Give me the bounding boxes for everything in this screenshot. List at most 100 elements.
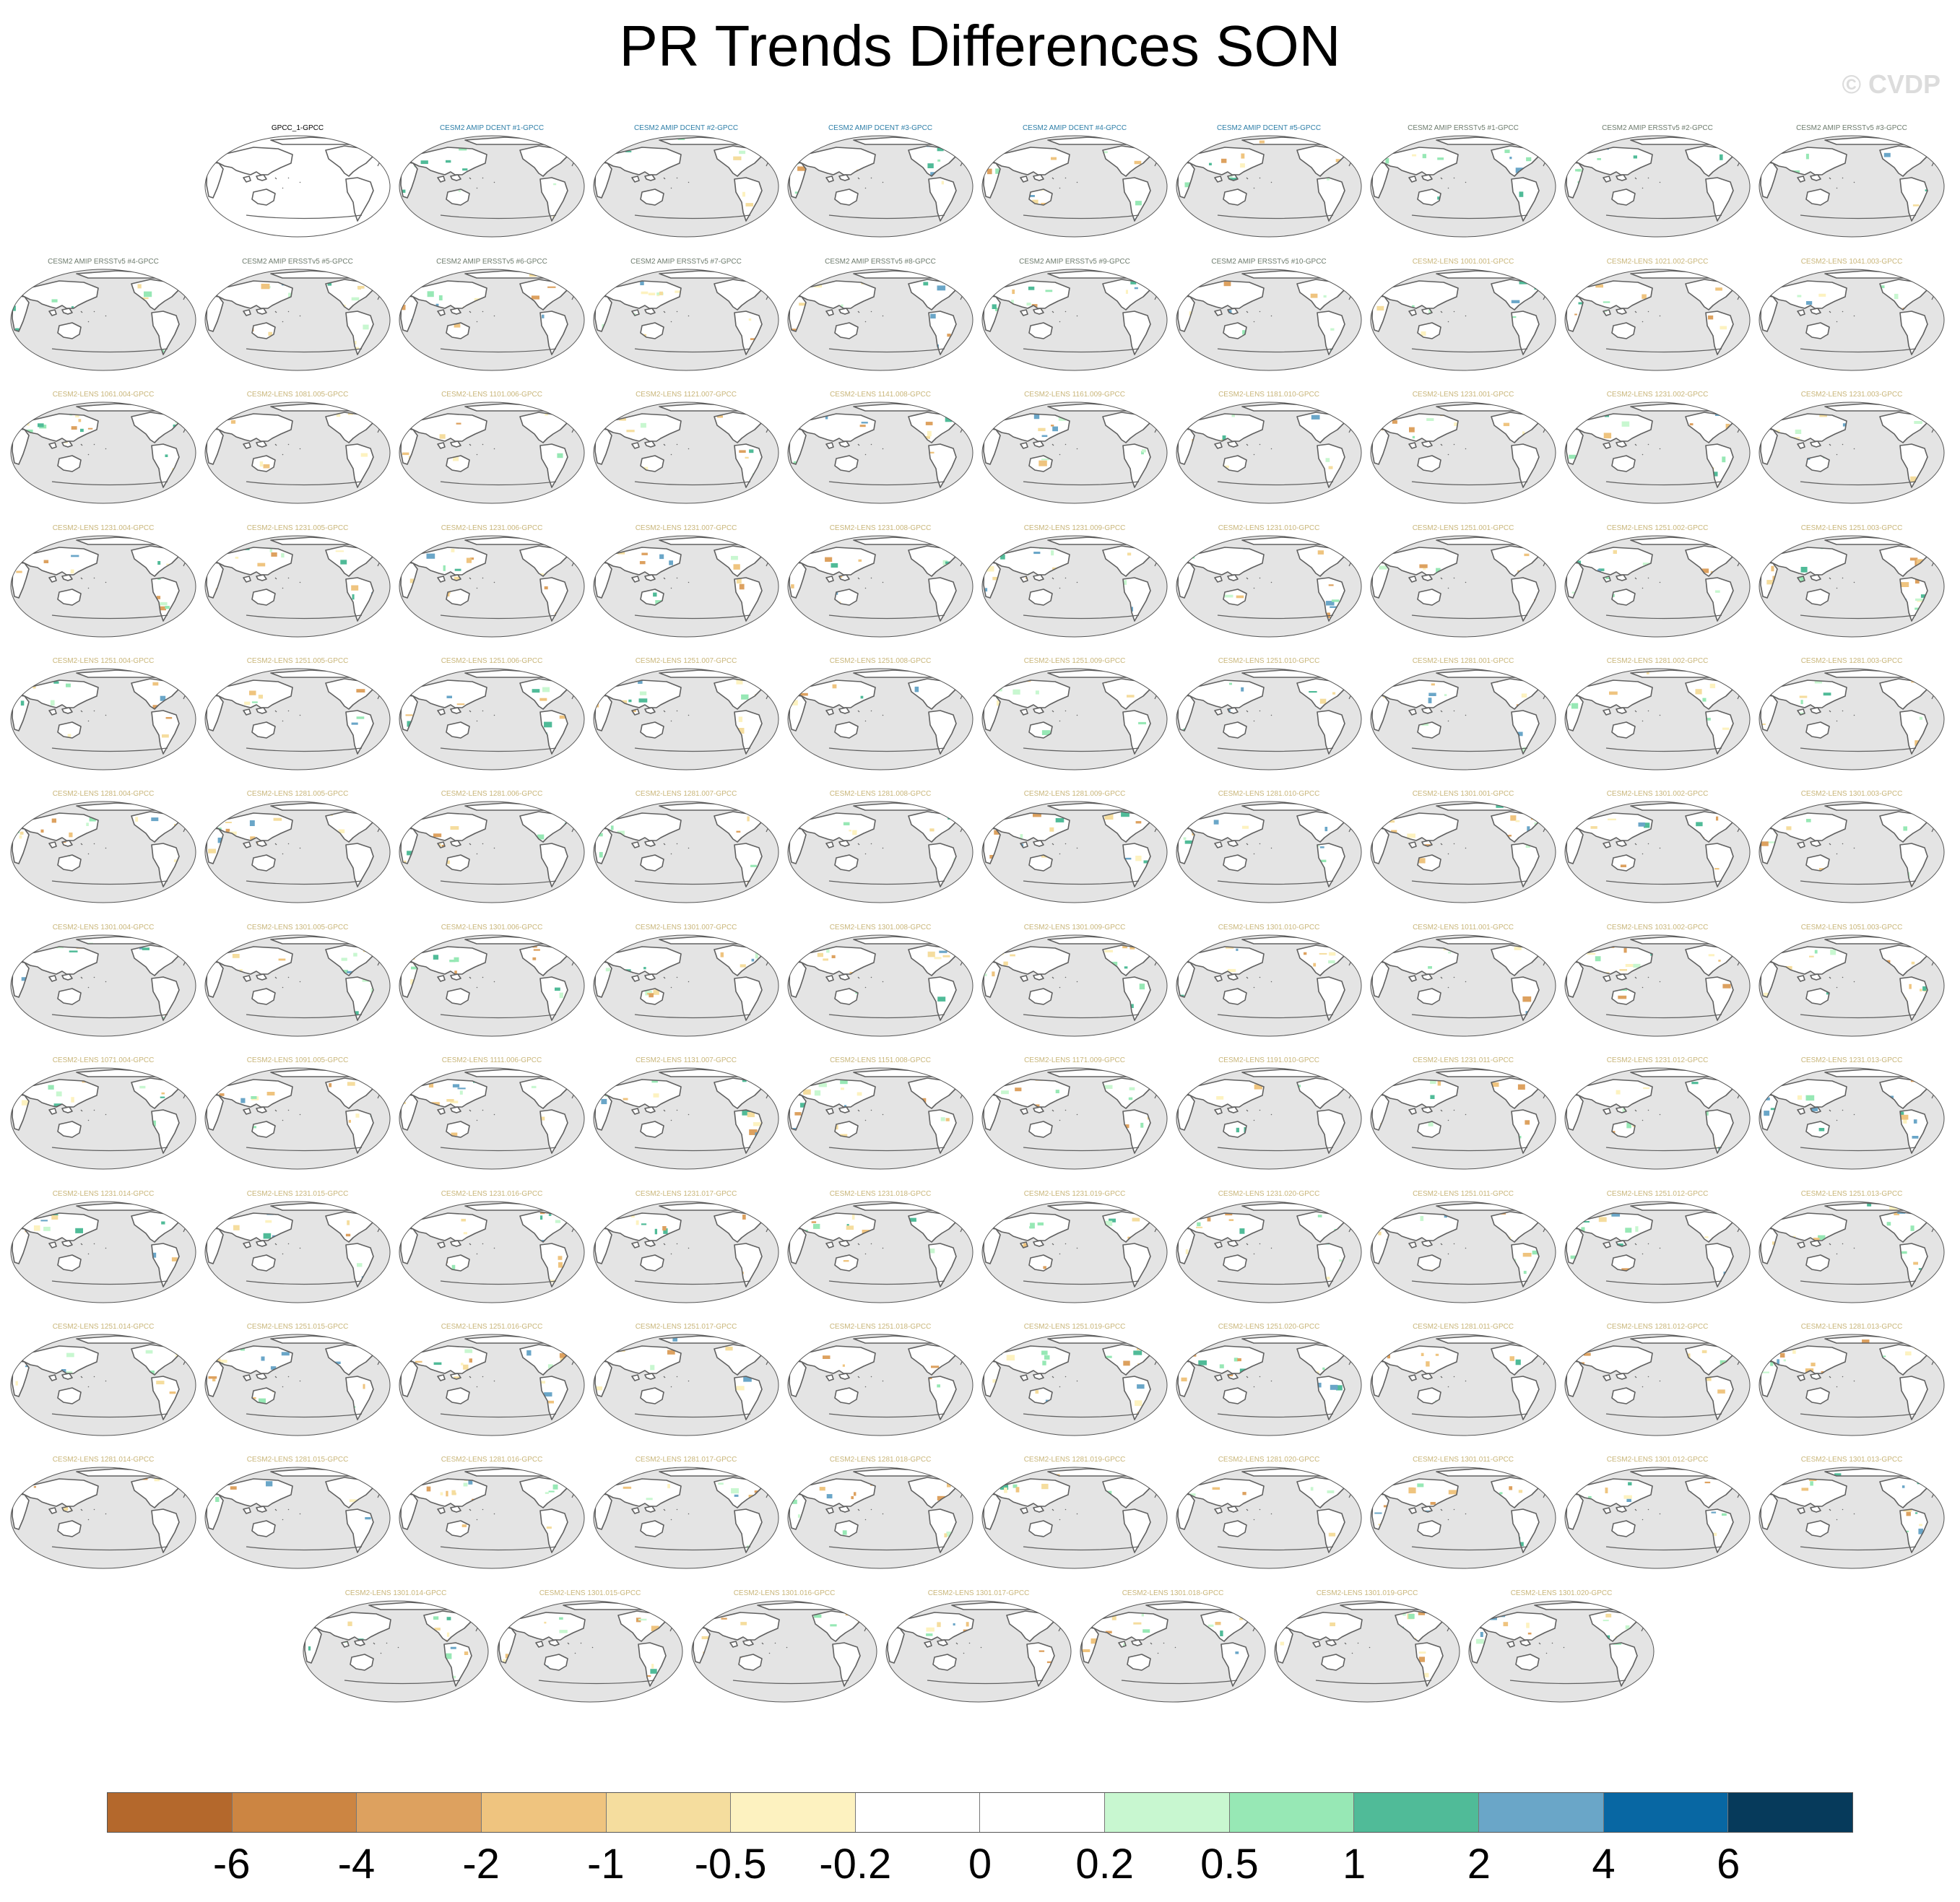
coastline bbox=[1937, 282, 1943, 290]
coastline bbox=[1810, 1106, 1821, 1113]
coastline bbox=[440, 348, 557, 353]
coastline bbox=[251, 455, 276, 472]
land-area bbox=[1082, 1627, 1098, 1663]
panel-title: CESM2-LENS 1231.018-GPCC bbox=[786, 1190, 975, 1198]
land-area bbox=[540, 1243, 568, 1287]
coastline bbox=[1064, 843, 1067, 845]
coastline bbox=[734, 843, 763, 887]
coastline bbox=[1408, 1507, 1417, 1514]
coastline bbox=[1440, 976, 1443, 979]
coastline bbox=[287, 843, 290, 845]
coastline bbox=[1317, 311, 1345, 355]
coastline bbox=[256, 1373, 267, 1380]
coastline bbox=[1023, 1014, 1140, 1019]
map-frame bbox=[787, 535, 974, 638]
coastline bbox=[87, 1119, 90, 1121]
land-area bbox=[1880, 412, 1928, 443]
coastline bbox=[1020, 576, 1028, 583]
coastline bbox=[1465, 181, 1467, 183]
land-area bbox=[789, 562, 806, 598]
map-plot bbox=[1176, 135, 1362, 238]
land-area bbox=[1512, 1110, 1539, 1153]
map-plot bbox=[787, 401, 974, 504]
map-frame bbox=[787, 269, 974, 371]
map-panels-grid: GPCC_1-GPCC CESM2 AMIP DCENT #1-GPCC CESM2… bbox=[10, 124, 1946, 1703]
coastline bbox=[1023, 481, 1140, 486]
coastline bbox=[1421, 574, 1433, 581]
land-area bbox=[1123, 311, 1150, 355]
coastline bbox=[87, 587, 90, 589]
coastline bbox=[1805, 455, 1830, 472]
coastline bbox=[151, 710, 180, 755]
coastline bbox=[1122, 577, 1151, 622]
coastline bbox=[1317, 1243, 1345, 1287]
coastline bbox=[1177, 161, 1195, 199]
map-panel: CESM2 AMIP ERSSTv5 #9-GPCC bbox=[980, 258, 1169, 372]
coastline bbox=[1603, 708, 1611, 716]
land-area bbox=[1590, 1611, 1637, 1641]
map-plot bbox=[981, 668, 1168, 770]
land-area bbox=[252, 589, 275, 605]
coastline bbox=[644, 174, 656, 181]
land-area bbox=[1029, 323, 1052, 339]
map-panel: CESM2-LENS 1281.015-GPCC bbox=[203, 1456, 392, 1570]
coastline bbox=[61, 1240, 73, 1247]
coastline bbox=[1642, 986, 1644, 989]
coastline bbox=[400, 960, 418, 998]
land-area bbox=[305, 1627, 321, 1663]
coastline bbox=[1605, 481, 1722, 486]
coastline bbox=[1150, 1642, 1153, 1645]
map-plot bbox=[787, 801, 974, 903]
panel-title: CESM2-LENS 1231.008-GPCC bbox=[786, 524, 975, 532]
coastline bbox=[1122, 1376, 1151, 1420]
coastline bbox=[577, 148, 583, 157]
coastline bbox=[80, 710, 83, 713]
land-area bbox=[1706, 843, 1733, 887]
coastline bbox=[450, 1506, 461, 1513]
coastline bbox=[450, 1240, 461, 1247]
land-area bbox=[520, 679, 568, 709]
colorbar-tick-label: -1 bbox=[587, 1840, 625, 1888]
coastline bbox=[251, 589, 276, 606]
panel-title: CESM2-LENS 1021.002-GPCC bbox=[1563, 258, 1752, 266]
coastline bbox=[828, 214, 945, 220]
coastline bbox=[1421, 1373, 1433, 1380]
colorbar-tick-label: 1 bbox=[1343, 1840, 1366, 1888]
coastline bbox=[287, 1508, 290, 1511]
coastline bbox=[400, 561, 418, 599]
map-panel: CESM2-LENS 1301.002-GPCC bbox=[1563, 790, 1752, 904]
coastline bbox=[206, 1093, 224, 1131]
land-area bbox=[131, 945, 179, 976]
coastline bbox=[1853, 981, 1855, 983]
land-area bbox=[252, 1521, 275, 1537]
map-panel: CESM2 AMIP ERSSTv5 #7-GPCC bbox=[591, 258, 781, 372]
map-frame bbox=[593, 1467, 779, 1569]
land-area bbox=[346, 711, 373, 754]
coastline bbox=[341, 1641, 350, 1648]
panel-title: CESM2-LENS 1281.003-GPCC bbox=[1757, 657, 1946, 665]
coastline bbox=[446, 1387, 470, 1404]
coastline bbox=[1937, 1080, 1943, 1089]
coastline bbox=[1760, 1493, 1778, 1530]
coastline bbox=[789, 1360, 807, 1397]
coastline bbox=[1805, 322, 1830, 339]
coastline bbox=[1122, 976, 1151, 1021]
map-panel: CESM2-LENS 1251.013-GPCC bbox=[1757, 1190, 1946, 1304]
coastline bbox=[1223, 1520, 1247, 1537]
coastline bbox=[771, 548, 777, 557]
coastline bbox=[1160, 947, 1166, 956]
land-area bbox=[326, 1477, 373, 1508]
coastline bbox=[828, 481, 945, 486]
coastline bbox=[1421, 174, 1433, 181]
map-frame bbox=[1564, 801, 1751, 903]
coastline bbox=[1605, 880, 1722, 885]
land-area bbox=[1566, 1360, 1583, 1397]
coastline bbox=[1411, 615, 1528, 620]
coastline bbox=[838, 840, 850, 847]
map-frame bbox=[1759, 535, 1945, 638]
panel-title: CESM2-LENS 1281.008-GPCC bbox=[786, 790, 975, 798]
panel-title: CESM2-LENS 1141.008-GPCC bbox=[786, 391, 975, 399]
coastline bbox=[246, 1014, 363, 1019]
panel-title: CESM2-LENS 1231.002-GPCC bbox=[1563, 391, 1752, 399]
coastline bbox=[983, 960, 1001, 998]
